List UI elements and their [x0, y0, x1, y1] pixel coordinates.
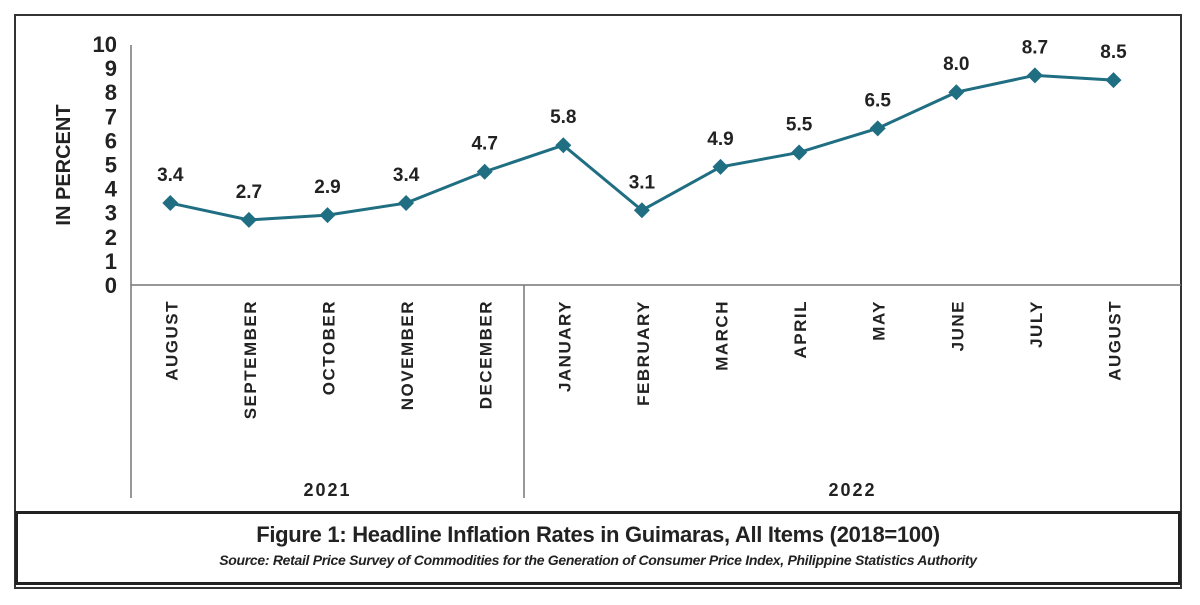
- data-label: 2.7: [236, 182, 262, 203]
- y-tick-label: 6: [105, 128, 117, 153]
- data-label: 3.4: [157, 165, 184, 186]
- data-label: 2.9: [314, 177, 340, 198]
- data-point-marker: [162, 195, 179, 212]
- x-tick-label: MARCH: [713, 300, 732, 371]
- data-point-marker: [633, 202, 650, 219]
- chart-source: Source: Retail Price Survey of Commoditi…: [219, 552, 977, 568]
- data-label: 5.5: [786, 114, 813, 135]
- data-point-marker: [791, 144, 808, 161]
- x-tick-label: JULY: [1027, 300, 1046, 348]
- chart-border: [14, 14, 1182, 589]
- data-label: 8.5: [1100, 42, 1127, 63]
- x-tick-label: OCTOBER: [320, 300, 339, 395]
- x-tick-label: SEPTEMBER: [241, 300, 260, 419]
- data-label: 8.0: [943, 54, 969, 75]
- data-point-marker: [948, 84, 965, 101]
- group-label: 2022: [828, 480, 876, 500]
- chart-title: Figure 1: Headline Inflation Rates in Gu…: [256, 522, 940, 547]
- data-label: 5.8: [550, 107, 576, 128]
- y-tick-label: 0: [105, 273, 117, 298]
- y-tick-label: 2: [105, 225, 117, 250]
- y-tick-label: 3: [105, 201, 117, 226]
- y-tick-label: 4: [105, 177, 118, 202]
- x-tick-label: NOVEMBER: [398, 300, 417, 410]
- data-point-marker: [476, 163, 493, 180]
- data-label: 6.5: [864, 90, 891, 111]
- y-tick-label: 9: [105, 56, 117, 81]
- y-tick-label: 1: [105, 249, 117, 274]
- x-tick-label: FEBRUARY: [634, 300, 653, 406]
- x-tick-label: AUGUST: [1106, 300, 1125, 381]
- y-tick-label: 7: [105, 104, 117, 129]
- y-tick-label: 10: [93, 32, 117, 57]
- data-point-marker: [240, 211, 257, 228]
- x-tick-label: DECEMBER: [477, 300, 496, 409]
- data-point-marker: [319, 207, 336, 224]
- y-axis-label: IN PERCENT: [53, 104, 75, 225]
- series-line: [169, 73, 1114, 222]
- figure-caption: Figure 1: Headline Inflation Rates in Gu…: [15, 511, 1181, 585]
- data-label: 4.9: [707, 129, 733, 150]
- y-tick-label: 8: [105, 80, 117, 105]
- data-label: 8.7: [1022, 37, 1048, 58]
- data-point-marker: [1026, 67, 1043, 84]
- x-tick-label: JANUARY: [555, 300, 574, 392]
- y-tick-label: 5: [105, 153, 117, 178]
- data-label: 4.7: [471, 134, 497, 155]
- x-tick-label: AUGUST: [162, 300, 181, 381]
- x-tick-label: JUNE: [948, 300, 967, 351]
- x-tick-label: MAY: [870, 300, 889, 341]
- data-point-marker: [398, 195, 415, 212]
- data-point-marker: [869, 120, 886, 137]
- data-point-marker: [712, 158, 729, 175]
- x-tick-label: APRIL: [791, 300, 810, 359]
- group-label: 2021: [303, 480, 351, 500]
- data-label: 3.4: [393, 165, 420, 186]
- data-point-marker: [1105, 72, 1122, 89]
- data-label: 3.1: [629, 172, 656, 193]
- data-point-marker: [555, 137, 572, 154]
